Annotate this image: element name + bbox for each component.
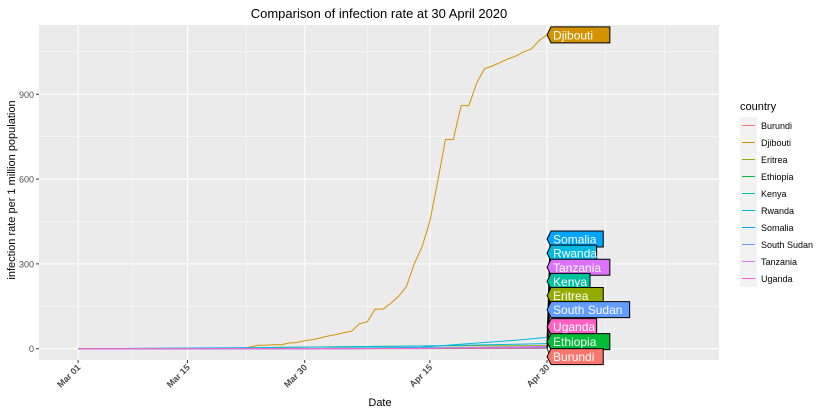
legend-item-rwanda: Rwanda	[740, 202, 794, 219]
end-label-text: South Sudan	[553, 303, 622, 317]
end-label-text: Eritrea	[553, 289, 589, 303]
legend-label: Ethiopia	[761, 172, 794, 182]
grid-minor	[39, 25, 719, 360]
end-label-djibouti: Djibouti	[546, 26, 611, 44]
legend-item-ethiopia: Ethiopia	[740, 168, 794, 185]
end-label-text: Burundi	[553, 350, 594, 364]
end-label-ethiopia: Ethiopia	[546, 333, 611, 351]
y-axis-title: infection rate per 1 million population	[6, 100, 18, 279]
legend-label: Djibouti	[761, 138, 791, 148]
end-label-eritrea: Eritrea	[546, 287, 604, 346]
legend: country Burundi Djibouti Eritrea Ethiopia Ke…	[740, 101, 813, 287]
legend-item-burundi: Burundi	[740, 117, 792, 134]
legend-label: Burundi	[761, 121, 792, 131]
legend-label: South Sudan	[761, 240, 813, 250]
legend-title: country	[740, 101, 777, 113]
y-tick-label: 600	[19, 175, 34, 185]
legend-item-djibouti: Djibouti	[740, 134, 791, 151]
series-layer	[78, 34, 548, 350]
end-label-text: Tanzania	[553, 261, 601, 275]
legend-label: Somalia	[761, 223, 794, 233]
end-label-box	[546, 301, 631, 319]
end-label-south-sudan: South Sudan	[546, 301, 631, 348]
end-labels: Djibouti SomaliaRwandaTanzaniaKenyaEritre…	[546, 26, 631, 366]
end-label-box	[546, 333, 611, 351]
series-line-djibouti	[78, 34, 548, 350]
y-tick-label: 900	[19, 90, 34, 100]
legend-item-kenya: Kenya	[740, 185, 787, 202]
legend-label: Rwanda	[761, 206, 794, 216]
end-label-tanzania: Tanzania	[546, 258, 611, 347]
end-label-box	[546, 348, 604, 366]
end-label-uganda: Uganda	[546, 318, 598, 349]
x-axis-title: Date	[368, 397, 391, 409]
series-line-rwanda	[78, 343, 548, 350]
end-label-text: Uganda	[553, 320, 595, 334]
y-axis: 0 300 600 900	[19, 90, 39, 354]
legend-label: Kenya	[761, 189, 787, 199]
end-label-text: Ethiopia	[553, 335, 597, 349]
end-label-burundi: Burundi	[546, 347, 604, 366]
end-label-text: Djibouti	[553, 28, 593, 42]
end-label-text: Somalia	[553, 233, 597, 247]
y-tick-label: 0	[29, 344, 34, 354]
legend-item-eritrea: Eritrea	[740, 151, 788, 168]
legend-label: Uganda	[761, 274, 793, 284]
legend-label: Tanzania	[761, 257, 797, 267]
series-line-uganda	[78, 347, 548, 350]
legend-item-uganda: Uganda	[740, 270, 793, 287]
end-label-text: Kenya	[553, 275, 587, 289]
end-label-text: Rwanda	[553, 247, 597, 261]
legend-label: Eritrea	[761, 155, 788, 165]
end-label-box	[546, 318, 598, 336]
chart-title: Comparison of infection rate at 30 April…	[251, 6, 508, 21]
legend-item-somalia: Somalia	[740, 219, 794, 236]
legend-item-tanzania: Tanzania	[740, 253, 797, 270]
end-label-box	[546, 26, 611, 44]
y-tick-label: 300	[19, 259, 34, 269]
legend-item-south-sudan: South Sudan	[740, 236, 813, 253]
